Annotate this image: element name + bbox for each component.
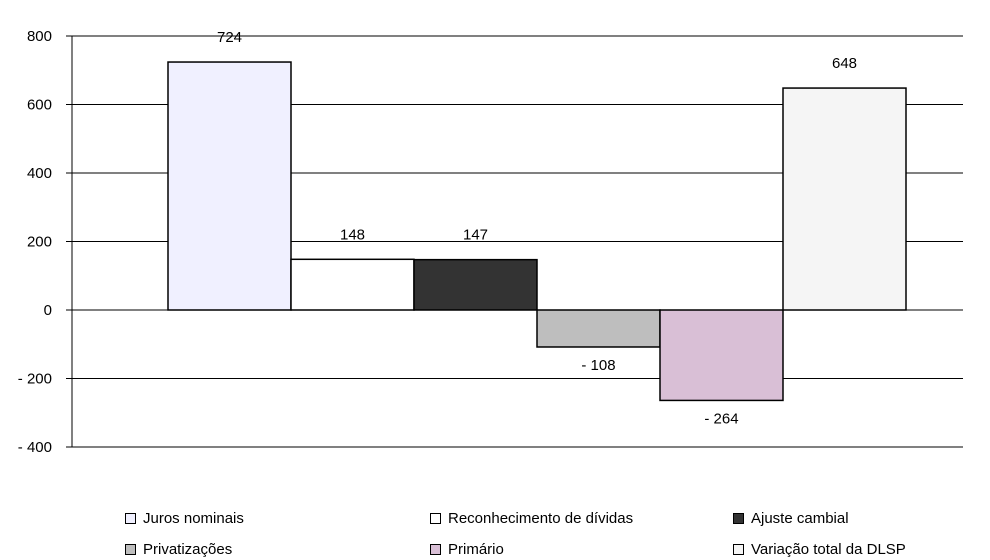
y-tick-label: 200 [27, 234, 52, 251]
bar [782, 87, 907, 311]
y-tick-label: 400 [27, 165, 52, 182]
bar [290, 258, 415, 311]
data-label: - 108 [581, 357, 615, 374]
data-label: 724 [217, 29, 242, 46]
bar [167, 61, 292, 311]
y-tick-label: 600 [27, 97, 52, 114]
data-label: - 264 [704, 410, 738, 427]
y-tick-label: - 400 [18, 439, 52, 456]
bar [536, 309, 661, 348]
y-tick-label: - 200 [18, 371, 52, 388]
y-tick-label: 0 [44, 302, 52, 319]
data-label: 648 [832, 55, 857, 72]
y-tick-label: 800 [27, 28, 52, 45]
data-label: 147 [463, 227, 488, 244]
data-label: 148 [340, 226, 365, 243]
bar [659, 309, 784, 402]
bar [413, 258, 538, 311]
